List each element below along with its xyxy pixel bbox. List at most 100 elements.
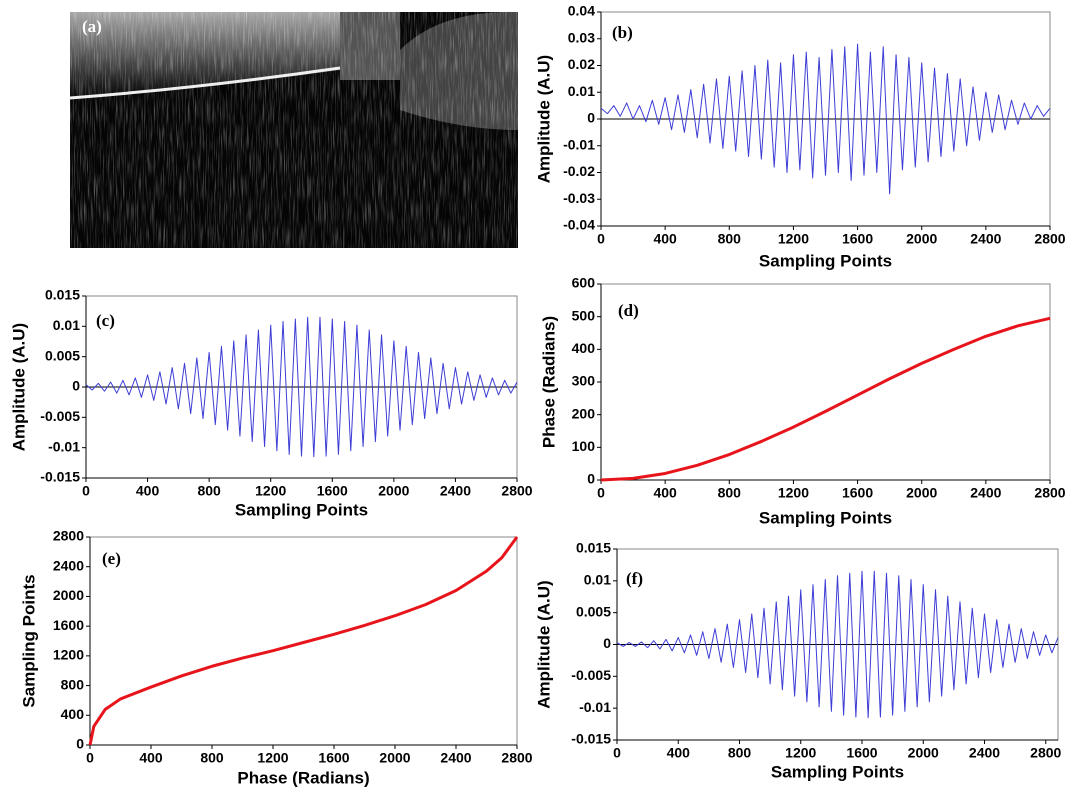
x-tick-label: 0 <box>613 745 621 761</box>
y-axis-label: Amplitude (A.U) <box>534 55 553 183</box>
y-tick-label: 0 <box>603 635 611 651</box>
y-tick-label: 0.015 <box>45 287 80 303</box>
y-tick-label: 0 <box>72 378 80 394</box>
x-tick-label: 800 <box>197 483 221 499</box>
y-tick-label: 2000 <box>53 587 84 603</box>
y-tick-label: -0.01 <box>563 136 595 152</box>
y-tick-label: 2400 <box>53 557 84 573</box>
y-axis-label: Sampling Points <box>19 574 38 707</box>
x-tick-label: 0 <box>82 483 90 499</box>
x-tick-label: 1200 <box>257 750 288 766</box>
plot-frame <box>600 283 1051 481</box>
x-axis-label: Sampling Points <box>771 762 904 781</box>
x-tick-label: 800 <box>728 745 752 761</box>
y-tick-label: 1200 <box>53 647 84 663</box>
y-tick-label: 0 <box>587 471 595 487</box>
y-tick-label: 200 <box>572 405 596 421</box>
y-tick-label: 300 <box>572 373 596 389</box>
x-tick-label: 2000 <box>908 745 939 761</box>
x-axis-label: Sampling Points <box>235 500 368 519</box>
x-tick-label: 800 <box>200 750 224 766</box>
x-tick-label: 800 <box>718 485 742 501</box>
data-line <box>600 316 1051 482</box>
x-tick-label: 2400 <box>970 485 1001 501</box>
x-tick-label: 0 <box>597 231 605 247</box>
y-tick-label: -0.005 <box>571 667 611 683</box>
data-line <box>88 536 519 746</box>
x-tick-label: 1200 <box>255 483 286 499</box>
chart-panel: -0.04 -0.03 -0.02 -0.01 0 0.01 0.02 0.03 0.04 0 40… <box>534 3 1065 271</box>
x-tick-label: 2800 <box>501 750 532 766</box>
x-tick-label: 400 <box>136 483 160 499</box>
y-tick-label: -0.015 <box>40 469 80 485</box>
x-axis-label: Sampling Points <box>759 251 892 270</box>
data-line <box>600 43 1051 195</box>
x-tick-label: 2000 <box>378 483 409 499</box>
x-tick-label: 0 <box>597 485 605 501</box>
x-tick-label: 2400 <box>970 231 1001 247</box>
x-tick-label: 1600 <box>842 231 873 247</box>
chart-panel: -0.015 -0.01 -0.005 0 0.005 0.01 0.015 0 400 800 1… <box>9 287 532 520</box>
x-tick-label: 2000 <box>906 485 937 501</box>
y-tick-label: -0.01 <box>579 699 611 715</box>
panel-label: (d) <box>618 301 639 320</box>
y-tick-label: 0.01 <box>568 83 595 99</box>
y-tick-label: 0.04 <box>568 3 595 19</box>
x-tick-label: 2000 <box>379 750 410 766</box>
x-tick-label: 1600 <box>846 745 877 761</box>
y-tick-label: 800 <box>61 676 85 692</box>
x-tick-label: 2800 <box>1034 485 1065 501</box>
x-tick-label: 2000 <box>906 231 937 247</box>
data-line <box>85 316 518 458</box>
panel-label: (e) <box>102 549 121 568</box>
y-tick-label: 0.005 <box>45 347 80 363</box>
y-tick-label: -0.02 <box>563 163 595 179</box>
x-tick-label: 400 <box>139 750 163 766</box>
y-axis-label: Amplitude (A.U) <box>9 323 28 451</box>
y-tick-label: 0.02 <box>568 56 595 72</box>
y-tick-label: -0.01 <box>48 438 80 454</box>
data-line <box>616 570 1059 719</box>
x-tick-label: 0 <box>86 750 94 766</box>
y-tick-label: 0 <box>76 736 84 752</box>
y-tick-label: -0.03 <box>563 190 595 206</box>
x-tick-label: 2800 <box>1030 745 1061 761</box>
image-speckle <box>70 12 518 248</box>
x-tick-label: 400 <box>653 231 677 247</box>
x-tick-label: 1200 <box>785 745 816 761</box>
y-axis-label: Amplitude (A.U) <box>534 580 553 708</box>
y-tick-label: 0 <box>587 110 595 126</box>
y-tick-label: 400 <box>61 706 85 722</box>
y-tick-label: 1600 <box>53 617 84 633</box>
y-tick-label: 100 <box>572 438 596 454</box>
panel-label: (b) <box>612 23 633 42</box>
y-tick-label: 0.03 <box>568 29 595 45</box>
panel-label: (f) <box>626 569 643 588</box>
y-tick-label: 2800 <box>53 528 84 544</box>
x-tick-label: 2400 <box>440 750 471 766</box>
x-axis-label: Phase (Radians) <box>237 768 369 787</box>
y-tick-label: 0.015 <box>576 540 611 556</box>
x-axis-label: Sampling Points <box>759 508 892 527</box>
x-tick-label: 1200 <box>778 485 809 501</box>
chart-panel: 0 400 800 1200 1600 2000 2400 2800 0 400 800 1200 16… <box>19 528 532 788</box>
x-tick-label: 1600 <box>842 485 873 501</box>
y-tick-label: 600 <box>572 275 596 291</box>
panel-label: (c) <box>96 311 115 330</box>
x-tick-label: 1200 <box>778 231 809 247</box>
chart-panel: 0 100 200 300 400 500 600 0 400 800 1200 1600 2000 24… <box>539 275 1065 528</box>
x-tick-label: 800 <box>718 231 742 247</box>
y-tick-label: -0.04 <box>563 217 595 233</box>
chart-panel: -0.015 -0.01 -0.005 0 0.005 0.01 0.015 0 400 800 1… <box>534 540 1061 782</box>
x-tick-label: 2400 <box>440 483 471 499</box>
x-tick-label: 400 <box>653 485 677 501</box>
y-axis-label: Phase (Radians) <box>539 316 558 448</box>
panel-label: (a) <box>82 17 102 36</box>
x-tick-label: 1600 <box>317 483 348 499</box>
x-tick-label: 2400 <box>969 745 1000 761</box>
y-tick-label: 0.005 <box>576 603 611 619</box>
y-tick-label: 0.01 <box>53 317 80 333</box>
x-tick-label: 2800 <box>1034 231 1065 247</box>
